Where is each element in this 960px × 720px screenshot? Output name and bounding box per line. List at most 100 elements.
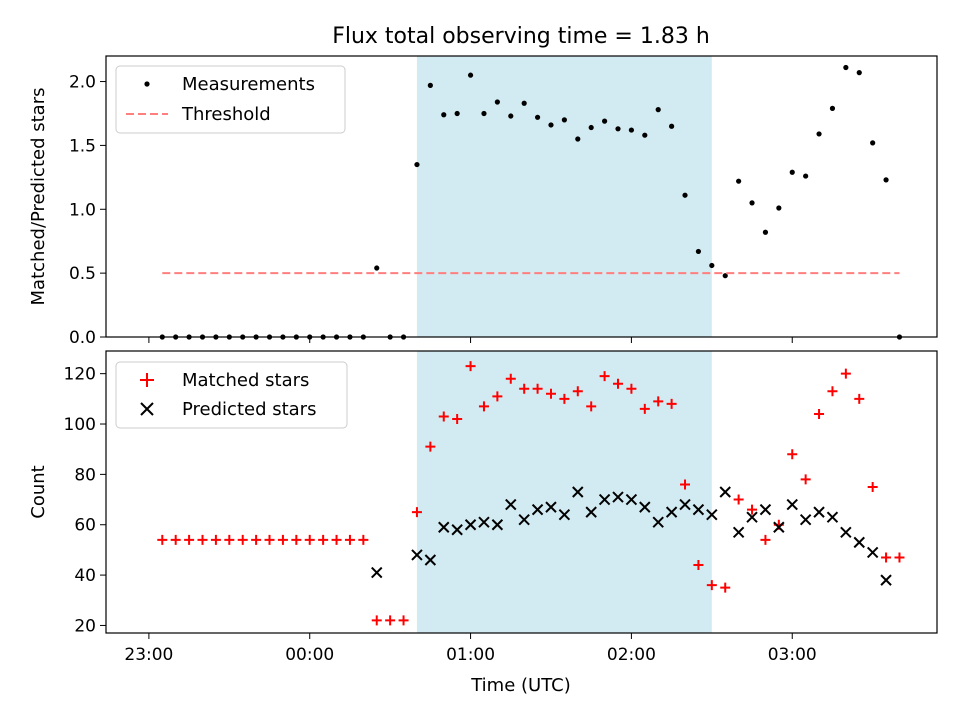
measurement-point bbox=[669, 123, 675, 129]
measurement-point bbox=[883, 177, 889, 183]
predicted-stars-point bbox=[464, 519, 477, 531]
measurement-point bbox=[414, 161, 420, 168]
predicted-stars-point bbox=[598, 493, 611, 506]
predicted-stars-point bbox=[639, 501, 651, 513]
x-tick-label: 23:00 bbox=[124, 645, 173, 665]
matched-stars-point bbox=[371, 615, 382, 626]
matched-stars-point bbox=[425, 441, 436, 452]
matched-stars-point bbox=[452, 413, 463, 424]
measurement-point bbox=[427, 82, 433, 88]
y-tick-label: 40 bbox=[74, 566, 96, 586]
x-tick-label: 01:00 bbox=[446, 645, 495, 665]
panel-counts-y-axis-label: Count bbox=[28, 465, 49, 518]
predicted-stars-point bbox=[531, 503, 544, 516]
matched-stars-point bbox=[639, 403, 650, 414]
predicted-stars-point bbox=[572, 486, 584, 498]
predicted-stars-point bbox=[371, 566, 383, 579]
y-tick-label: 1.0 bbox=[69, 200, 96, 220]
x-tick-label: 02:00 bbox=[607, 645, 656, 665]
measurement-point bbox=[682, 192, 688, 198]
measurement-point bbox=[548, 122, 554, 128]
legend-measurements-marker bbox=[144, 81, 150, 87]
matched-stars-point bbox=[277, 534, 288, 545]
predicted-stars-point bbox=[840, 526, 852, 538]
predicted-stars-point bbox=[505, 498, 517, 511]
matched-stars-point bbox=[840, 368, 851, 379]
matched-stars-point bbox=[559, 393, 570, 404]
matched-stars-point bbox=[733, 494, 744, 505]
matched-stars-point bbox=[224, 534, 235, 545]
measurement-point bbox=[467, 72, 474, 78]
matched-stars-point bbox=[331, 534, 342, 545]
predicted-stars-point bbox=[759, 503, 772, 516]
measurement-point bbox=[695, 248, 702, 255]
measurement-point bbox=[722, 273, 728, 279]
matched-stars-point bbox=[411, 507, 422, 518]
measurement-point bbox=[628, 127, 635, 133]
legend-predicted-label: Predicted stars bbox=[182, 399, 316, 420]
predicted-stars-point bbox=[478, 516, 490, 528]
predicted-stars-point bbox=[773, 521, 785, 533]
matched-stars-point bbox=[854, 393, 865, 404]
y-tick-label: 80 bbox=[74, 465, 96, 485]
matched-stars-point bbox=[881, 552, 892, 563]
measurement-point bbox=[655, 107, 661, 113]
matched-stars-point bbox=[572, 386, 583, 397]
y-tick-label: 20 bbox=[74, 616, 96, 636]
matched-stars-point bbox=[291, 534, 302, 545]
measurement-point bbox=[508, 113, 514, 119]
matched-stars-point bbox=[706, 580, 717, 591]
y-tick-label: 120 bbox=[64, 365, 96, 385]
measurement-point bbox=[762, 229, 769, 235]
matched-stars-point bbox=[747, 504, 758, 515]
matched-stars-point bbox=[653, 396, 664, 407]
measurement-point bbox=[561, 117, 567, 123]
measurement-point bbox=[534, 114, 541, 120]
matched-stars-point bbox=[197, 534, 208, 545]
panel-counts-legend: Matched stars Predicted stars bbox=[115, 361, 348, 429]
predicted-stars-point bbox=[652, 516, 664, 528]
predicted-stars-point bbox=[692, 503, 705, 516]
predicted-stars-point bbox=[866, 546, 879, 559]
predicted-stars-point bbox=[853, 536, 865, 549]
legend-predicted-marker bbox=[140, 402, 154, 416]
matched-stars-point bbox=[210, 534, 221, 545]
panel-ratio-frame bbox=[105, 55, 938, 338]
predicted-stars-point bbox=[625, 493, 638, 506]
panel-counts-legend-box bbox=[115, 361, 348, 429]
y-tick-label: 60 bbox=[74, 516, 96, 536]
panel-ratio-ticks: 0.0 0.5 1.0 1.5 2.0 bbox=[69, 73, 793, 348]
panel-ratio-shaded-window bbox=[416, 56, 712, 337]
predicted-stars-point bbox=[813, 506, 825, 518]
matched-stars-point bbox=[626, 383, 637, 394]
measurement-point bbox=[575, 136, 581, 142]
predicted-stars-point bbox=[880, 574, 892, 586]
matched-stars-point bbox=[519, 383, 530, 394]
x-tick-label: 03:00 bbox=[768, 645, 817, 665]
matched-stars-point bbox=[492, 391, 503, 402]
matched-stars-point bbox=[814, 408, 825, 419]
chart-title: Flux total observing time = 1.83 h bbox=[332, 24, 710, 49]
predicted-stars-point bbox=[612, 491, 624, 503]
matched-stars-point bbox=[344, 534, 355, 545]
matched-stars-point bbox=[264, 534, 275, 545]
legend-matched-label: Matched stars bbox=[182, 370, 309, 391]
measurement-point bbox=[843, 64, 849, 71]
measurement-point bbox=[816, 131, 822, 137]
predicted-stars-point bbox=[826, 511, 839, 523]
matched-stars-point bbox=[438, 411, 449, 422]
predicted-stars-point bbox=[719, 486, 731, 498]
measurement-point bbox=[602, 118, 608, 124]
matched-stars-point bbox=[666, 398, 677, 409]
matched-stars-point bbox=[237, 534, 248, 545]
predicted-stars-point bbox=[706, 508, 718, 521]
measurement-point bbox=[856, 70, 862, 76]
matched-stars-point bbox=[680, 479, 691, 490]
matched-stars-point bbox=[545, 388, 556, 399]
matched-stars-point bbox=[894, 552, 905, 563]
measurement-point bbox=[709, 262, 715, 269]
measurement-point bbox=[803, 173, 809, 179]
matched-stars-point bbox=[465, 361, 476, 372]
matched-stars-point bbox=[358, 534, 369, 545]
